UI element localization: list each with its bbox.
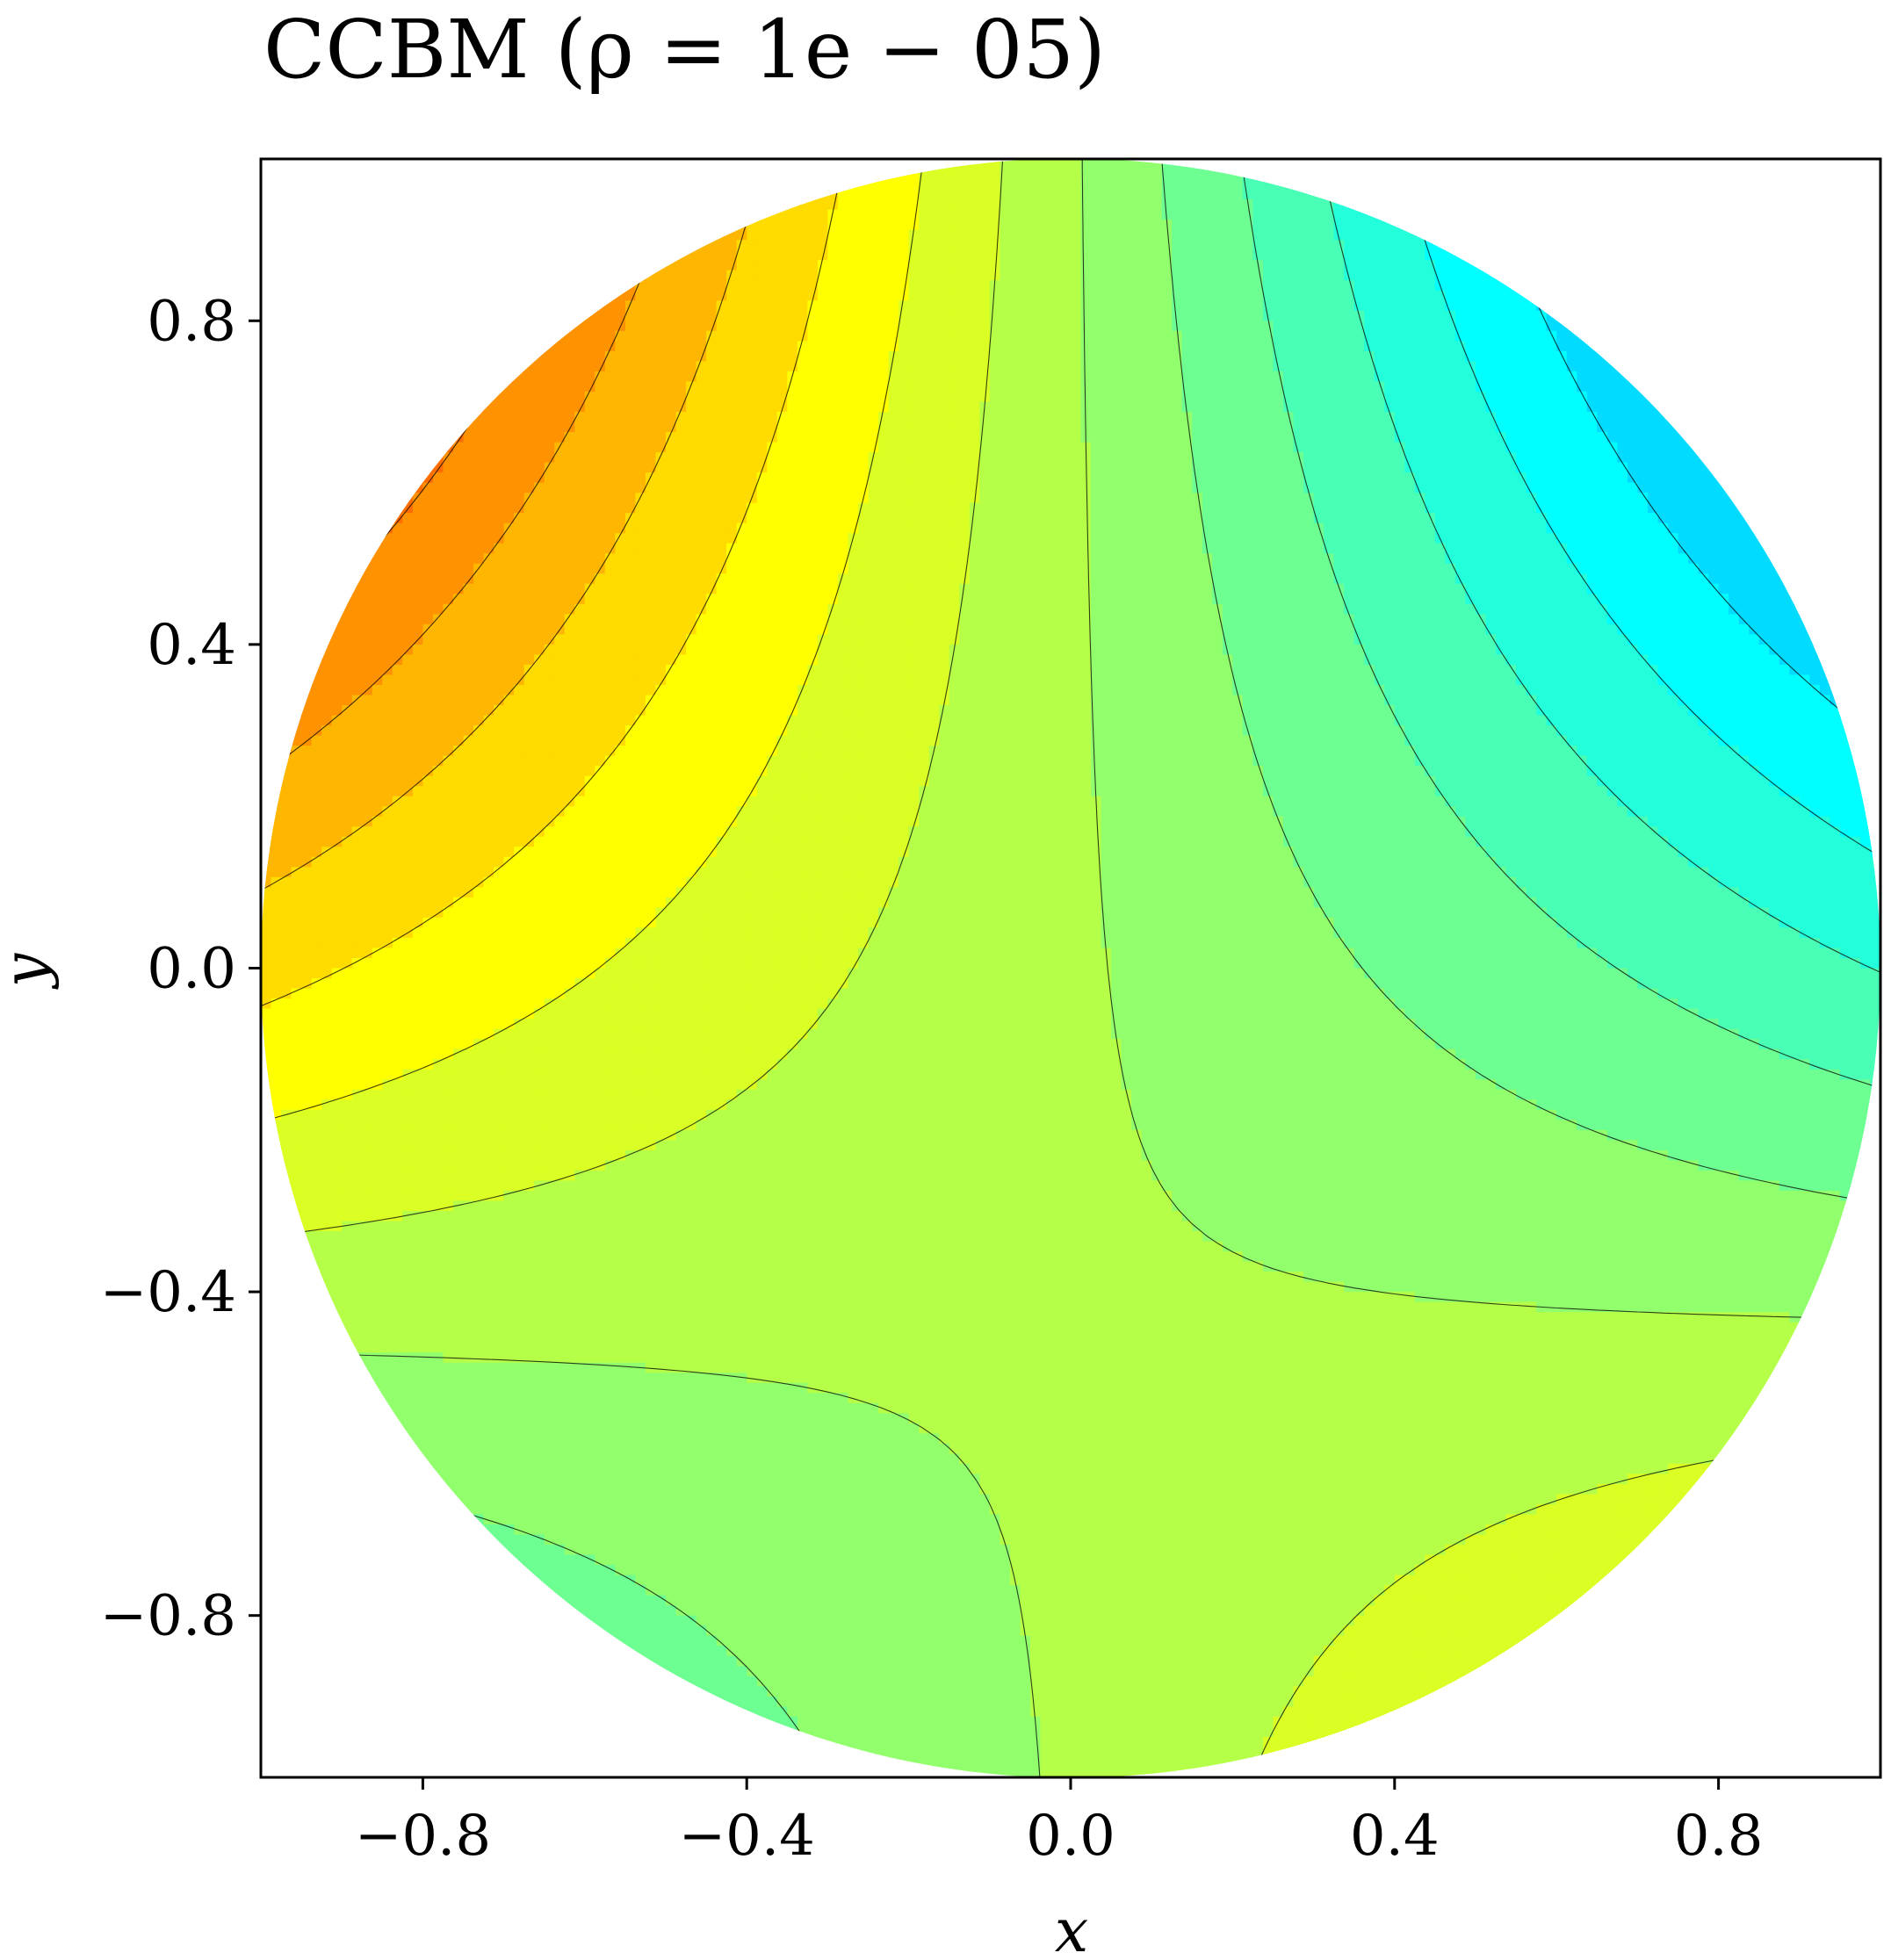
y-tick-label: −0.8 (100, 1584, 236, 1649)
x-axis-label: x (1055, 1897, 1088, 1960)
y-tick-label: 0.8 (147, 289, 236, 354)
y-tick-label: 0.4 (147, 613, 236, 678)
x-tick-label: 0.4 (1350, 1804, 1440, 1869)
contour-field (261, 159, 1881, 1778)
y-axis-label: y (0, 952, 61, 990)
x-tick-label: 0.0 (1026, 1804, 1115, 1869)
y-axis-ticks: −0.8 −0.4 0.0 0.4 0.8 (100, 289, 261, 1648)
x-axis-ticks: −0.8 −0.4 0.0 0.4 0.8 (355, 1777, 1764, 1869)
y-tick-label: −0.4 (100, 1260, 236, 1325)
chart-title: CCBM (ρ = 1e − 05) (263, 3, 1106, 97)
x-tick-label: 0.8 (1674, 1804, 1764, 1869)
y-tick-label: 0.0 (147, 937, 236, 1002)
x-tick-label: −0.8 (355, 1804, 491, 1869)
x-tick-label: −0.4 (678, 1804, 814, 1869)
